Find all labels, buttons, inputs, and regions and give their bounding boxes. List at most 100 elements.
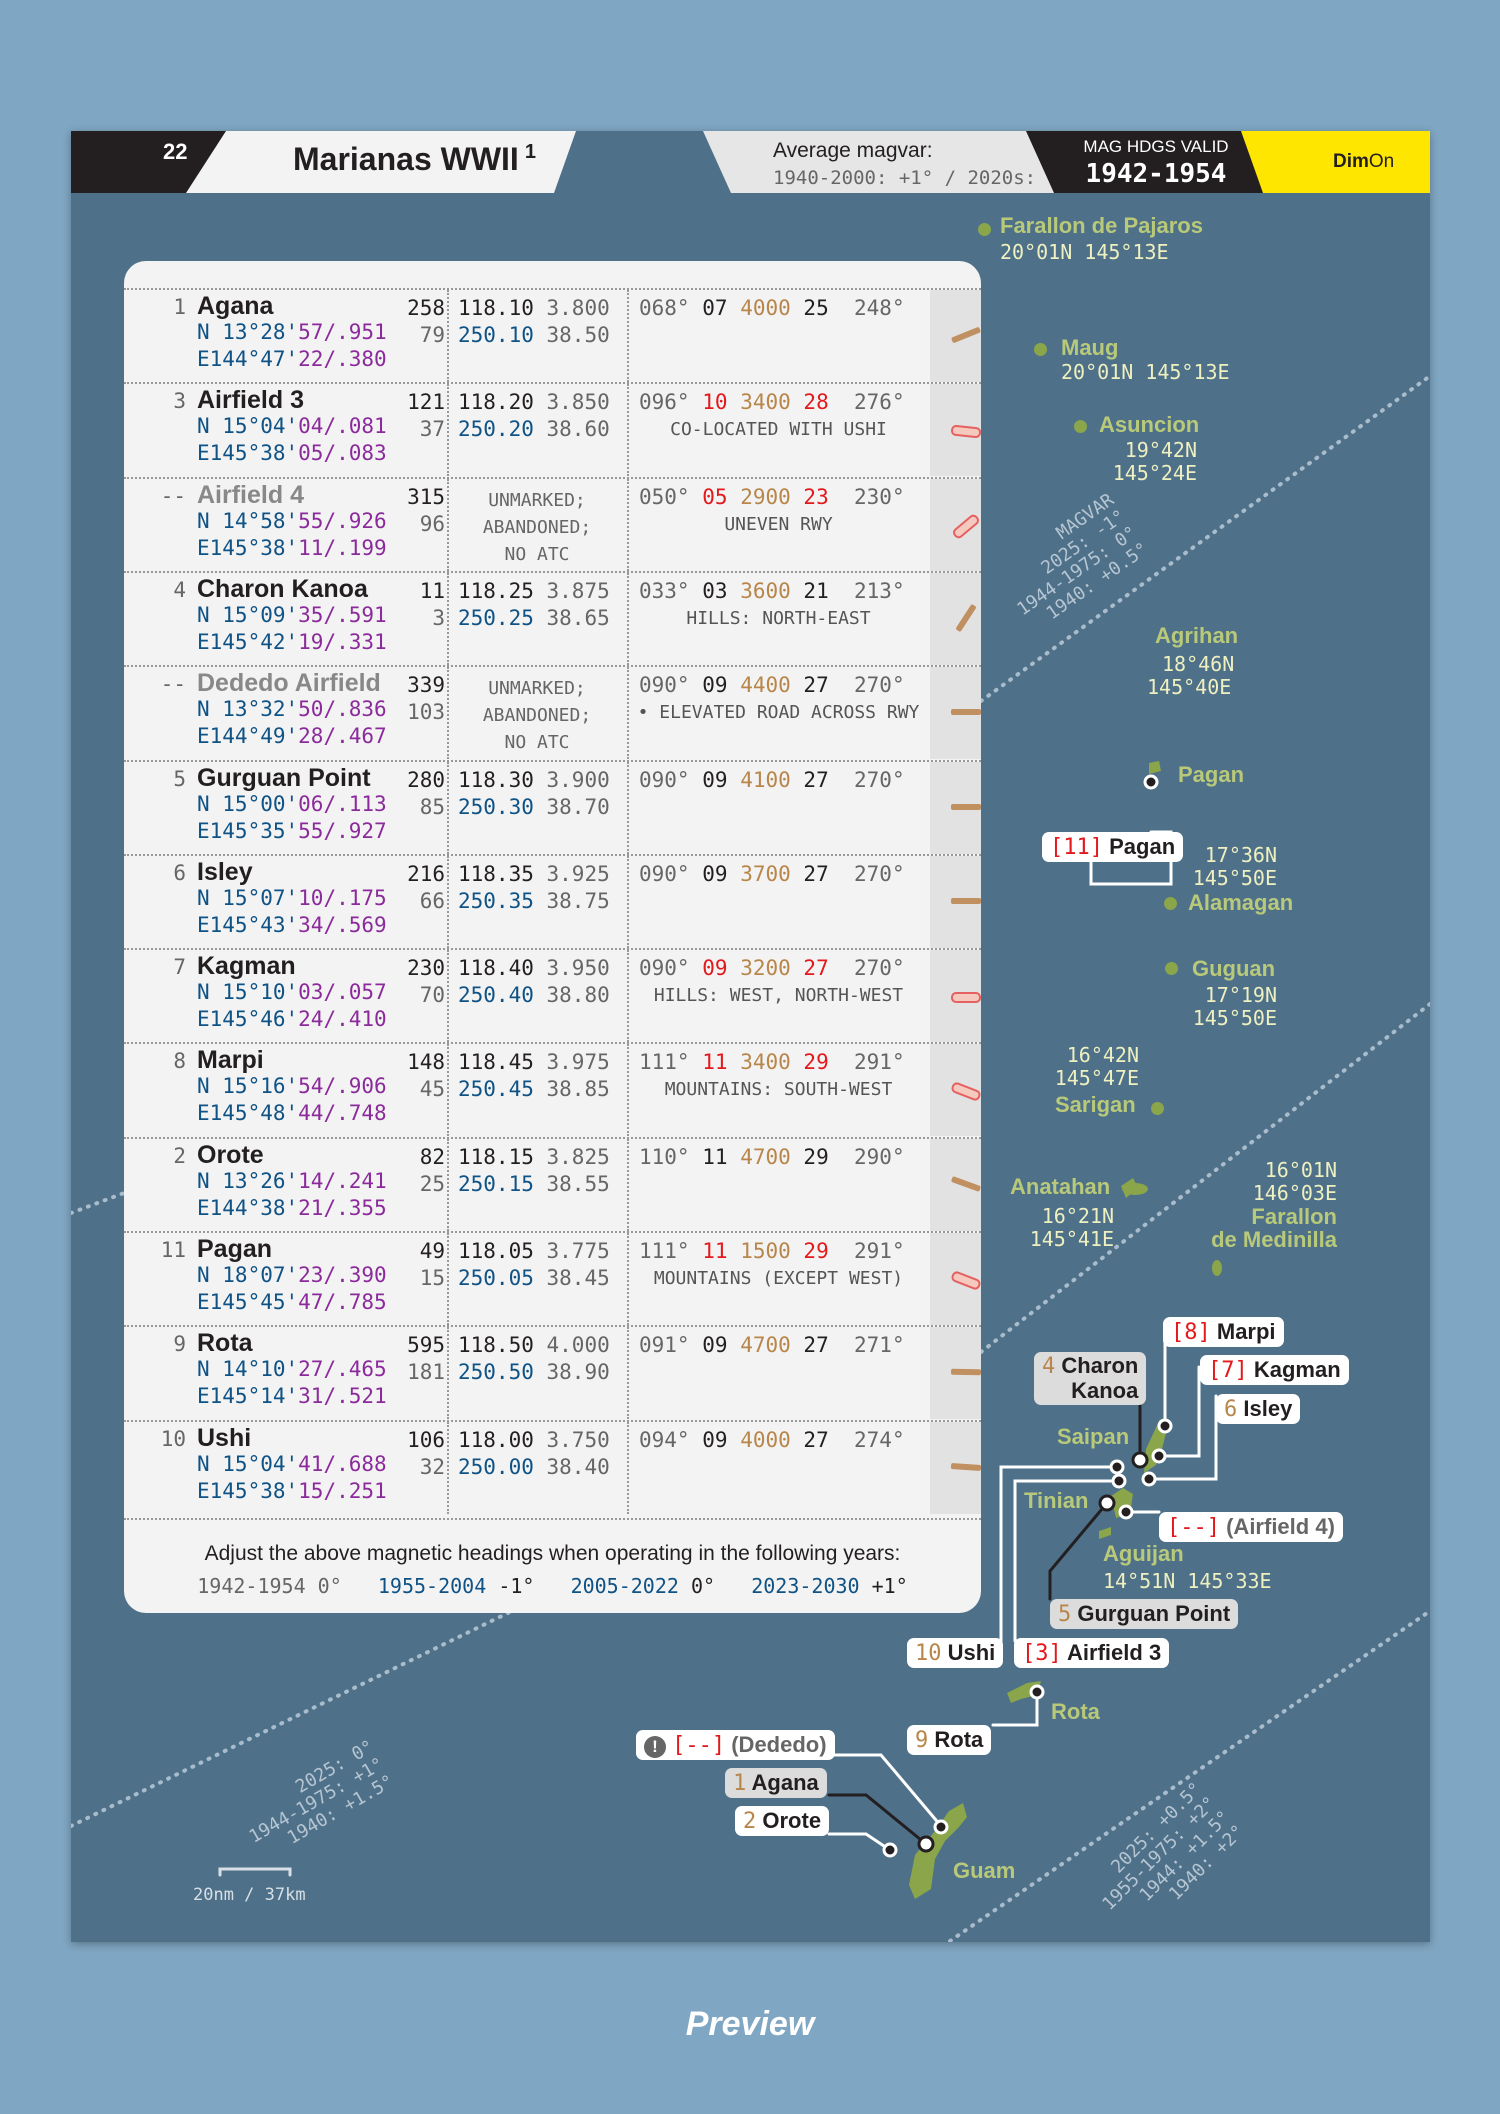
chart-page: 22 Marianas WWII 1 Average magvar: 1940-20… — [71, 131, 1430, 1942]
heading-1: 096° — [639, 390, 690, 415]
coordinates: N 15°04'04/.081 E145°38'05/.083 — [197, 413, 387, 467]
heading-1: 111° — [639, 1239, 690, 1263]
elevation: 315 96 — [407, 484, 445, 538]
elevation-ft: 121 — [407, 390, 445, 415]
label-pagan[interactable]: [11] Pagan — [1042, 832, 1184, 862]
airfield-row[interactable]: 3 Airfield 3 N 15°04'04/.081 E145°38'05/… — [124, 382, 981, 477]
label-name: Charon Kanoa — [1061, 1353, 1139, 1403]
runway-note: HILLS: NORTH-EAST — [686, 607, 871, 629]
airfield-row[interactable]: 1 Agana N 13°28'57/.951 E144°47'22/.380 … — [124, 288, 981, 382]
frequencies: 118.00 3.750 250.00 38.40 — [458, 1427, 610, 1481]
label-name: Airfield 3 — [1067, 1640, 1162, 1665]
label-marpi[interactable]: [8] Marpi — [1163, 1317, 1284, 1347]
elevation-m: 15 — [419, 1266, 445, 1290]
airfield-row[interactable]: 4 Charon Kanoa N 15°09'35/.591 E145°42'1… — [124, 570, 981, 665]
vhf-freq: 118.35 — [458, 861, 534, 886]
airfield-row[interactable]: -- Dededo Airfield N 13°32'50/.836 E144°… — [124, 665, 981, 760]
atc-line: ABANDONED; — [482, 705, 592, 727]
magvar-lines — [71, 374, 1430, 1942]
airfield-row[interactable]: 9 Rota N 14°10'27/.465 E145°14'31/.521 5… — [124, 1325, 981, 1420]
lat-sec: 54/.906 — [298, 1074, 387, 1099]
label-charon-kanoa[interactable]: 4 Charon Kanoa — [1034, 1352, 1147, 1405]
label-name: Pagan — [1109, 834, 1176, 859]
island-coords: 20°01N 145°13E — [1000, 240, 1169, 264]
runway-info: 110° 11 4700 29 290° — [639, 1144, 905, 1171]
label-name: Orote — [762, 1808, 822, 1833]
label-name: Agana — [751, 1770, 819, 1795]
airfield-row[interactable]: 2 Orote N 13°26'14/.241 E144°38'21/.355 … — [124, 1136, 981, 1231]
coordinates: N 18°07'23/.390 E145°45'47/.785 — [197, 1262, 387, 1316]
airfield-marker — [1109, 1459, 1125, 1475]
tacan: 3.825 — [546, 1144, 610, 1169]
label-rota[interactable]: 9 Rota — [907, 1725, 992, 1755]
label-id: [11] — [1050, 835, 1103, 860]
airfield-name: Gurguan Point — [197, 763, 371, 792]
airfield-name: Kagman — [197, 952, 296, 981]
label-agana[interactable]: 1 Agana — [725, 1768, 827, 1798]
runway-1: 11 — [702, 1239, 728, 1263]
label-name: Ushi — [947, 1640, 996, 1665]
airfield-number: 1 — [173, 295, 186, 319]
lat-sec: 57/.951 — [298, 320, 387, 344]
column-divider — [447, 1421, 449, 1514]
uhf-freq: 250.00 — [458, 1454, 534, 1479]
ils: 38.70 — [546, 794, 610, 819]
label-gurguan-point[interactable]: 5 Gurguan Point — [1050, 1599, 1239, 1629]
label-airfield-4[interactable]: [--] (Airfield 4) — [1159, 1512, 1343, 1542]
scale-label: 20nm / 37km — [193, 1885, 306, 1905]
column-divider — [447, 667, 449, 760]
label-dededo[interactable]: ! [--] (Dededo) — [636, 1730, 835, 1760]
elevation: 339 103 — [407, 672, 445, 726]
tacan: 3.925 — [546, 861, 610, 886]
column-divider — [447, 855, 449, 948]
airfield-row[interactable]: 6 Isley N 15°07'10/.175 E145°43'34/.569 … — [124, 853, 981, 948]
tacan: 3.975 — [546, 1050, 610, 1075]
heading-2: 270° — [854, 767, 905, 792]
island-label: Anatahan — [1010, 1174, 1111, 1199]
label-isley[interactable]: 6 Isley — [1216, 1394, 1301, 1424]
runway-2: 29 — [803, 1239, 829, 1263]
period-years: 2023-2030 — [751, 1574, 860, 1598]
airfield-number: 3 — [173, 389, 186, 414]
lon-sec: 28/.467 — [298, 724, 387, 749]
airfield-row[interactable]: 8 Marpi N 15°16'54/.906 E145°48'44/.748 … — [124, 1042, 981, 1137]
column-divider — [447, 1044, 449, 1137]
period-value: -1° — [498, 1574, 535, 1598]
runway-note: UNEVEN RWY — [724, 513, 833, 535]
airfield-table: 1 Agana N 13°28'57/.951 E144°47'22/.380 … — [124, 261, 981, 1613]
frequencies: 118.35 3.925 250.35 38.75 — [458, 861, 610, 915]
airfield-row[interactable]: 7 Kagman N 15°10'03/.057 E145°46'24/.410… — [124, 948, 981, 1043]
lon-sec: 22/.380 — [298, 347, 387, 371]
label-airfield-3[interactable]: [3] Airfield 3 — [1014, 1638, 1170, 1668]
vhf-freq: 118.10 — [458, 296, 534, 320]
column-divider — [627, 290, 629, 382]
tacan: 3.775 — [546, 1239, 610, 1263]
heading-1: 090° — [639, 861, 690, 886]
magvar-line — [979, 374, 1430, 703]
heading-1: 094° — [639, 1427, 690, 1452]
column-divider — [627, 855, 629, 948]
heading-1: 068° — [639, 296, 690, 320]
airfield-row[interactable]: 10 Ushi N 15°04'41/.688 E145°38'15/.251 … — [124, 1419, 981, 1514]
airfield-number: -- — [160, 483, 186, 508]
label-name: Kagman — [1253, 1357, 1341, 1382]
runway-length: 4000 — [740, 1427, 791, 1452]
coordinates: N 15°10'03/.057 E145°46'24/.410 — [197, 979, 387, 1033]
airfield-row[interactable]: 11 Pagan N 18°07'23/.390 E145°45'47/.785… — [124, 1231, 981, 1325]
atc-status: UNMARKED; ABANDONED; NO ATC — [447, 675, 627, 756]
leader-rota — [991, 1690, 1039, 1727]
heading-1: 091° — [639, 1333, 690, 1358]
airfield-marker — [1111, 1473, 1127, 1489]
column-divider — [627, 950, 629, 1043]
tacan: 3.850 — [546, 390, 610, 415]
airfield-row[interactable]: -- Airfield 4 N 14°58'55/.926 E145°38'11… — [124, 476, 981, 571]
airfield-row[interactable]: 5 Gurguan Point N 15°00'06/.113 E145°35'… — [124, 759, 981, 854]
airfield-marker — [1118, 1504, 1134, 1520]
elevation-m: 103 — [407, 700, 445, 725]
runway-1: 09 — [702, 673, 728, 698]
label-ushi[interactable]: 10 Ushi — [907, 1638, 1004, 1668]
label-kagman[interactable]: [7] Kagman — [1200, 1355, 1349, 1385]
leader-ushi — [999, 1465, 1119, 1643]
footer-periods: 1942-1954 0° 1955-2004 -1° 2005-2022 0° … — [124, 1574, 981, 1598]
label-orote[interactable]: 2 Orote — [735, 1806, 830, 1836]
